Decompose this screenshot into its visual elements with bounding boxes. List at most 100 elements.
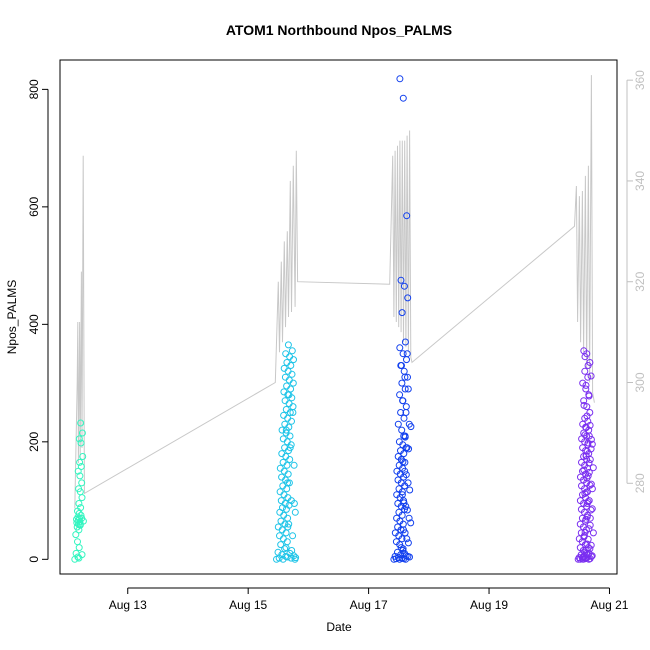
data-point	[276, 488, 284, 496]
data-point	[588, 505, 596, 513]
data-point	[401, 385, 409, 393]
data-point	[400, 367, 408, 375]
data-point	[402, 409, 410, 416]
data-point	[284, 523, 292, 531]
data-point	[77, 439, 85, 447]
data-point	[285, 520, 293, 528]
data-point	[586, 514, 594, 522]
data-point	[394, 523, 402, 531]
data-point	[587, 445, 595, 453]
data-point	[394, 420, 402, 428]
data-point	[283, 359, 291, 366]
data-point	[405, 445, 413, 453]
data-point	[406, 486, 414, 494]
data-point	[398, 379, 406, 387]
data-point	[394, 476, 402, 484]
data-point	[586, 521, 594, 529]
data-point	[281, 545, 289, 553]
data-point	[587, 552, 595, 560]
data-point	[286, 444, 294, 452]
y-tick-label: 800	[27, 79, 41, 99]
data-point	[576, 520, 584, 528]
data-point	[396, 75, 404, 83]
data-point	[277, 497, 285, 505]
data-point	[289, 532, 297, 540]
data-point	[75, 500, 83, 507]
data-point	[77, 511, 85, 519]
plot-frame	[59, 59, 618, 575]
y2-tick-label: 340	[633, 171, 647, 191]
data-point	[404, 373, 411, 381]
data-point	[76, 521, 84, 529]
y2-tick-label: 360	[633, 70, 647, 90]
data-point	[578, 514, 586, 522]
data-point	[585, 432, 593, 440]
data-point	[288, 547, 296, 554]
x-axis-label: Date	[326, 620, 352, 634]
data-point	[282, 426, 290, 434]
data-point	[401, 467, 409, 475]
data-point	[578, 482, 585, 490]
data-point	[398, 426, 406, 434]
data-point	[404, 294, 412, 302]
data-point	[79, 453, 87, 460]
data-point	[393, 514, 401, 522]
data-point	[403, 506, 411, 514]
data-point	[402, 502, 410, 510]
y-axis: 0 200 400 600 800	[27, 79, 49, 563]
data-point	[290, 500, 298, 507]
data-point	[280, 364, 288, 372]
data-point	[72, 531, 80, 539]
data-point	[579, 444, 587, 452]
data-point	[284, 479, 291, 487]
data-point	[77, 463, 85, 470]
data-point	[582, 488, 590, 496]
data-point	[583, 412, 591, 420]
data-point	[395, 508, 403, 516]
data-point	[274, 523, 282, 531]
data-point	[77, 419, 85, 427]
data-point	[278, 473, 286, 481]
data-point	[407, 423, 415, 431]
data-point	[583, 513, 591, 521]
data-point	[582, 546, 590, 554]
data-point	[74, 538, 81, 546]
secondary-line-layer	[74, 75, 595, 509]
data-point	[581, 431, 589, 439]
data-point	[276, 532, 283, 540]
data-point	[588, 485, 596, 493]
data-point	[279, 435, 287, 443]
data-point	[396, 391, 404, 399]
data-point	[78, 514, 86, 522]
data-point	[78, 429, 86, 437]
data-point	[404, 539, 412, 547]
data-point	[403, 444, 411, 452]
data-point	[395, 485, 403, 493]
data-point	[401, 433, 409, 441]
data-point	[404, 385, 412, 393]
data-point	[578, 458, 585, 466]
y-tick-label: 400	[27, 314, 41, 334]
data-point	[280, 411, 288, 419]
data-point	[582, 452, 590, 460]
data-point	[403, 356, 410, 364]
data-point	[587, 372, 595, 380]
data-point	[289, 379, 297, 387]
data-point	[278, 450, 286, 458]
data-point	[398, 309, 406, 317]
data-point	[391, 529, 399, 537]
data-point	[582, 424, 590, 432]
data-point	[403, 350, 411, 358]
data-point	[276, 464, 284, 472]
data-point	[282, 406, 290, 413]
data-point	[78, 551, 86, 559]
x-tick-label: Aug 17	[350, 598, 388, 612]
data-point	[582, 381, 590, 389]
data-point	[400, 432, 408, 440]
data-point	[398, 362, 405, 369]
data-point	[76, 458, 84, 466]
data-point	[400, 282, 408, 290]
data-point	[402, 552, 410, 560]
y-tick-label: 600	[27, 197, 41, 217]
data-point	[406, 553, 413, 561]
